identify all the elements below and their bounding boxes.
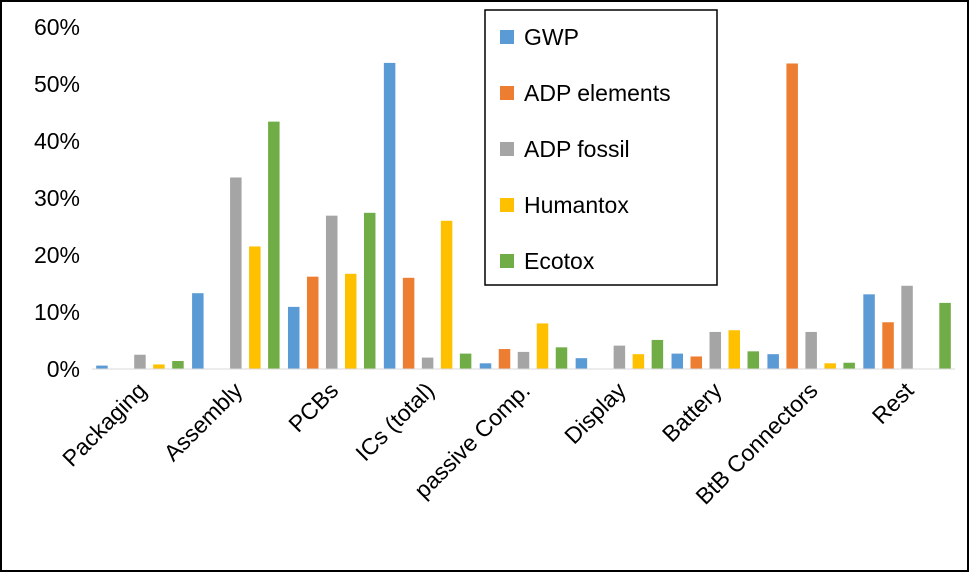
bar-humantox [344, 273, 357, 369]
bar-gwp [287, 306, 300, 369]
bar-gwp [575, 358, 588, 369]
bar-humantox [153, 364, 165, 369]
legend-label: Ecotox [524, 248, 595, 274]
bar-humantox [728, 330, 741, 369]
bar-ecotox [939, 302, 951, 369]
bar-adp-elements [690, 356, 703, 369]
bar-adp-fossil [805, 331, 817, 369]
y-tick-label: 20% [34, 242, 80, 268]
y-tick-label: 30% [34, 185, 80, 211]
bar-humantox [440, 220, 453, 369]
bar-adp-fossil [421, 357, 434, 369]
legend-label: ADP elements [524, 80, 671, 106]
y-tick-label: 40% [34, 128, 80, 154]
bar-adp-fossil [709, 331, 722, 369]
y-tick-label: 50% [34, 71, 80, 97]
bar-adp-fossil [325, 215, 338, 369]
y-tick-label: 10% [34, 299, 80, 325]
bar-gwp [767, 354, 779, 369]
bar-ecotox [363, 212, 376, 369]
bar-ecotox [843, 362, 855, 369]
legend: GWP ADP elements ADP fossil Humantox Ecotox [484, 9, 718, 286]
bar-humantox [824, 363, 836, 369]
legend-label: GWP [524, 24, 579, 50]
legend-swatch [500, 142, 514, 156]
bar-ecotox [268, 121, 280, 370]
bar-gwp [479, 363, 492, 369]
legend-box [484, 9, 718, 286]
bar-ecotox [172, 361, 184, 369]
legend-swatch [500, 198, 514, 212]
bar-gwp [863, 294, 875, 369]
bar-humantox [249, 246, 261, 369]
bar-adp-elements [882, 322, 894, 369]
bar-adp-elements [498, 349, 511, 369]
bar-gwp [671, 353, 684, 369]
bar-adp-elements [402, 277, 415, 369]
bar-gwp [96, 365, 108, 369]
bar-ecotox [555, 347, 568, 369]
y-axis: 0% 10% 20% 30% 40% 50% 60% [34, 14, 80, 382]
y-tick-label: 60% [34, 14, 80, 40]
bar-adp-elements [786, 63, 798, 369]
bars [96, 62, 951, 370]
bar-adp-fossil [901, 285, 913, 369]
legend-swatch [500, 254, 514, 268]
legend-label: ADP fossil [524, 136, 630, 162]
bar-ecotox [459, 353, 472, 369]
bar-humantox [536, 323, 549, 369]
bar-adp-fossil [517, 351, 530, 369]
bar-humantox [632, 354, 645, 369]
bar-adp-fossil [230, 177, 242, 369]
bar-adp-fossil [613, 345, 626, 369]
bar-gwp [192, 293, 204, 369]
bar-ecotox [747, 351, 760, 369]
bar-gwp [383, 62, 396, 369]
legend-label: Humantox [524, 192, 629, 218]
bar-ecotox [651, 339, 664, 369]
bar-adp-elements [306, 276, 319, 369]
legend-swatch [500, 86, 514, 100]
bar-adp-fossil [134, 354, 146, 369]
legend-swatch [500, 30, 514, 44]
y-tick-label: 0% [47, 356, 80, 382]
